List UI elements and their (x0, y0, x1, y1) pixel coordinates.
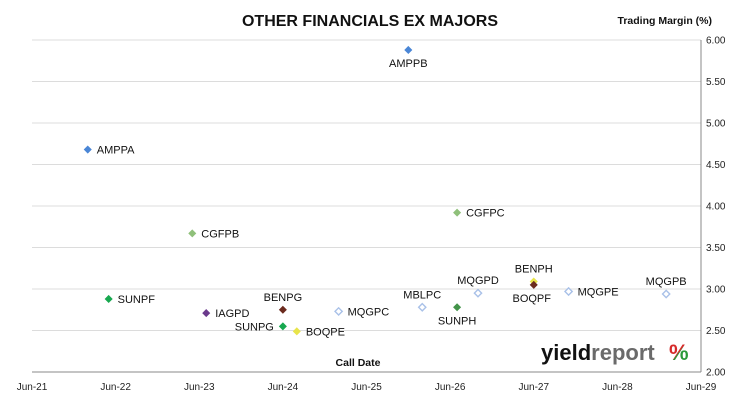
y-tick-label: 5.00 (706, 119, 726, 130)
chart-title: OTHER FINANCIALS EX MAJORS (242, 13, 498, 30)
data-point-label: BOQPE (306, 326, 345, 338)
data-point-marker (188, 229, 197, 238)
y-tick-labels: 2.00 2.50 3.00 3.50 4.00 4.50 5.00 5.50 6.00 (706, 36, 726, 379)
data-point-marker (453, 208, 462, 217)
data-point-label: AMPPA (97, 145, 135, 157)
data-point-label: SUNPF (118, 294, 156, 306)
data-point-marker (529, 280, 538, 289)
x-tick-label: Jun-23 (184, 382, 215, 393)
data-point-label: SUNPH (438, 315, 477, 327)
x-tick-label: Jun-26 (435, 382, 466, 393)
y-tick-label: 3.50 (706, 243, 726, 254)
data-point-label: BENPG (264, 292, 303, 304)
data-point-label: MQGPE (578, 286, 619, 298)
x-tick-label: Jun-24 (268, 382, 299, 393)
data-point-label: MQGPC (348, 306, 390, 318)
data-point-label: SUNPG (235, 321, 274, 333)
data-point-marker (453, 303, 462, 312)
x-axis-label: Call Date (336, 357, 381, 369)
data-point-label: CGFPC (466, 208, 505, 220)
y-tick-label: 5.50 (706, 77, 726, 88)
svg-text:yieldreport: yieldreport (541, 340, 655, 365)
data-point-marker (104, 294, 113, 303)
x-tick-labels: Jun-21 Jun-22 Jun-23 Jun-24 Jun-25 Jun-26 Jun-… (17, 382, 717, 393)
y-tick-label: 4.50 (706, 160, 726, 171)
y-tick-label: 2.50 (706, 326, 726, 337)
data-points: AMPPA AMPPB CGFPB CGFPC SUNPF IAGPD BENPG SUNPG… (83, 45, 687, 338)
gridlines (32, 39, 701, 331)
x-tick-label: Jun-22 (100, 382, 131, 393)
x-tick-label: Jun-25 (351, 382, 382, 393)
data-point-label: AMPPB (389, 58, 428, 70)
data-point-marker (83, 145, 92, 154)
data-point-marker (661, 289, 671, 299)
data-point-label: MQGPB (646, 276, 687, 288)
data-point-marker (202, 309, 211, 318)
y-tick-label: 2.00 (706, 368, 726, 379)
data-point-marker (417, 302, 427, 312)
data-point-marker (278, 322, 287, 331)
y-axis-label: Trading Margin (%) (618, 15, 713, 27)
data-point-label: BENPH (515, 264, 553, 276)
axes (32, 40, 702, 373)
x-tick-label: Jun-28 (602, 382, 633, 393)
logo-percent-symbol: % (669, 340, 689, 365)
x-tick-label: Jun-27 (518, 382, 549, 393)
y-tick-label: 3.00 (706, 285, 726, 296)
y-tick-label: 4.00 (706, 202, 726, 213)
logo-text-report: report (591, 340, 655, 365)
x-tick-label: Jun-21 (17, 382, 48, 393)
data-point-label: BOQPF (512, 293, 551, 305)
data-point-label: MBLPC (403, 289, 441, 301)
x-tick-label: Jun-29 (686, 382, 717, 393)
data-point-label: CGFPB (201, 228, 239, 240)
data-point-marker (278, 305, 287, 314)
data-point-marker (334, 306, 344, 316)
data-point-label: MQGPD (457, 275, 499, 287)
y-tick-label: 6.00 (706, 36, 726, 47)
logo-text-yield: yield (541, 340, 591, 365)
data-point-label: IAGPD (215, 308, 249, 320)
data-point-marker (292, 327, 301, 336)
data-point-marker (473, 288, 483, 298)
data-point-marker (404, 45, 413, 54)
data-point-marker (564, 286, 574, 297)
yieldreport-logo: yieldreport % (541, 340, 689, 365)
